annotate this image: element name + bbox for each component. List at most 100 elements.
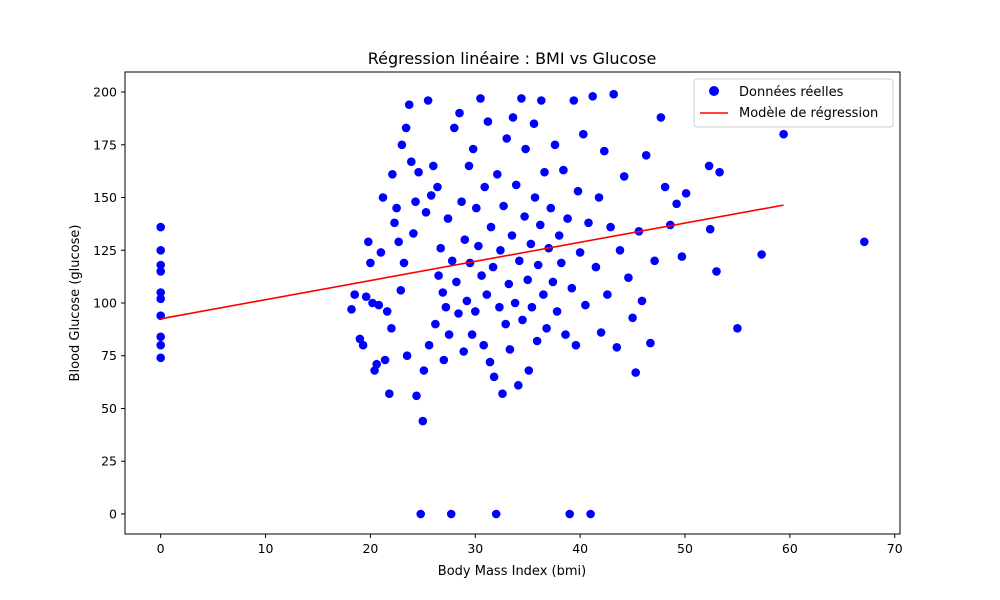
data-point bbox=[520, 212, 529, 221]
data-point bbox=[479, 340, 489, 350]
data-point bbox=[364, 237, 373, 247]
data-point bbox=[358, 340, 368, 350]
legend-scatter-marker bbox=[709, 86, 719, 96]
data-point bbox=[156, 222, 165, 232]
data-point bbox=[606, 222, 615, 232]
x-axis: 0 10 20 30 40 50 60 70 bbox=[157, 534, 903, 556]
data-point bbox=[672, 199, 681, 209]
x-tick-label: 60 bbox=[782, 541, 798, 556]
regression-line-layer bbox=[160, 204, 784, 320]
data-point bbox=[542, 324, 551, 333]
data-point bbox=[477, 271, 486, 280]
data-point bbox=[550, 140, 560, 150]
data-point bbox=[441, 302, 451, 312]
data-point bbox=[402, 351, 412, 361]
data-point bbox=[624, 273, 633, 283]
data-point bbox=[485, 357, 495, 367]
data-point bbox=[482, 290, 492, 299]
data-point bbox=[631, 368, 640, 377]
data-point bbox=[565, 509, 574, 519]
data-point bbox=[429, 161, 438, 171]
data-point bbox=[452, 277, 461, 287]
data-point bbox=[404, 100, 414, 109]
data-point bbox=[387, 324, 396, 333]
data-point bbox=[438, 288, 448, 297]
data-point bbox=[498, 389, 507, 399]
y-tick-label: 175 bbox=[93, 137, 117, 152]
chart-title: Régression linéaire : BMI vs Glucose bbox=[368, 49, 657, 68]
data-point bbox=[518, 315, 527, 325]
data-point bbox=[431, 319, 440, 329]
data-point bbox=[646, 338, 655, 348]
data-point bbox=[493, 170, 502, 179]
data-point bbox=[459, 347, 469, 356]
data-point bbox=[454, 309, 463, 318]
data-point bbox=[414, 167, 423, 177]
y-axis-label: Blood Glucose (glucose) bbox=[68, 225, 83, 382]
y-tick-label: 25 bbox=[101, 454, 117, 469]
data-point bbox=[396, 286, 406, 295]
data-point bbox=[523, 275, 532, 285]
data-point bbox=[505, 345, 515, 354]
data-point bbox=[677, 252, 687, 261]
y-tick-label: 100 bbox=[93, 296, 117, 311]
data-point bbox=[521, 144, 530, 154]
y-tick-label: 125 bbox=[93, 243, 117, 258]
data-point bbox=[476, 94, 485, 103]
data-point bbox=[502, 134, 512, 143]
data-point bbox=[536, 220, 545, 230]
data-point bbox=[537, 96, 546, 105]
data-point bbox=[504, 279, 514, 289]
data-point bbox=[439, 355, 449, 365]
data-point bbox=[569, 96, 579, 105]
x-tick-label: 70 bbox=[887, 541, 903, 556]
x-tick-label: 50 bbox=[677, 541, 693, 556]
data-point bbox=[399, 258, 409, 268]
data-point bbox=[474, 241, 483, 251]
data-point bbox=[156, 332, 165, 342]
data-point bbox=[489, 372, 499, 382]
legend-label-line: Modèle de régression bbox=[739, 106, 878, 121]
data-point bbox=[434, 271, 443, 280]
data-point bbox=[156, 294, 165, 304]
data-point bbox=[418, 416, 428, 426]
data-point bbox=[530, 193, 540, 202]
x-tick-label: 40 bbox=[572, 541, 588, 556]
data-point bbox=[472, 203, 481, 213]
data-point bbox=[529, 119, 539, 128]
data-point bbox=[392, 203, 401, 213]
data-point bbox=[385, 389, 394, 399]
x-tick-label: 30 bbox=[467, 541, 483, 556]
data-point bbox=[609, 89, 618, 99]
data-point bbox=[444, 330, 454, 339]
y-tick-label: 50 bbox=[101, 401, 117, 416]
data-point bbox=[156, 353, 165, 363]
data-point bbox=[715, 167, 724, 177]
data-point bbox=[426, 191, 436, 200]
data-point bbox=[705, 224, 715, 234]
data-point bbox=[446, 509, 456, 519]
data-point bbox=[156, 260, 165, 270]
data-point bbox=[376, 248, 386, 257]
data-point bbox=[471, 307, 480, 316]
data-point bbox=[524, 366, 534, 375]
data-point bbox=[156, 246, 165, 255]
data-point bbox=[455, 108, 464, 118]
data-point bbox=[388, 170, 397, 179]
y-tick-label: 75 bbox=[101, 348, 117, 363]
data-point bbox=[573, 186, 583, 196]
data-point bbox=[650, 256, 659, 266]
data-point bbox=[361, 292, 371, 302]
legend: Données réelles Modèle de régression bbox=[693, 78, 894, 128]
data-point bbox=[584, 218, 593, 228]
data-point bbox=[561, 330, 570, 339]
data-point bbox=[421, 208, 431, 217]
data-point bbox=[666, 220, 675, 230]
data-point bbox=[397, 140, 407, 150]
data-point bbox=[515, 256, 524, 266]
data-point bbox=[637, 296, 647, 306]
data-point bbox=[411, 197, 420, 206]
data-point bbox=[483, 117, 493, 126]
data-point bbox=[557, 258, 566, 268]
data-point bbox=[508, 113, 518, 122]
